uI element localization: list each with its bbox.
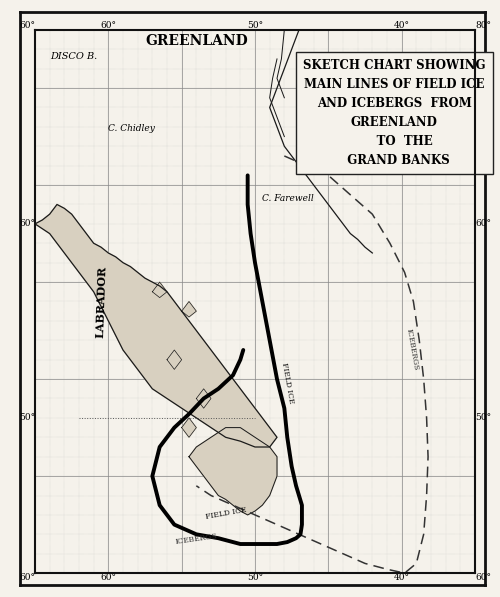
Polygon shape (152, 282, 167, 298)
Text: 60°: 60° (100, 573, 116, 582)
Text: SKETCH CHART SHOWING
MAIN LINES OF FIELD ICE
AND ICEBERGS  FROM
GREENLAND
     T: SKETCH CHART SHOWING MAIN LINES OF FIELD… (303, 59, 486, 167)
Text: 60°: 60° (475, 219, 491, 229)
Polygon shape (196, 389, 211, 408)
Text: 60°: 60° (19, 219, 35, 229)
Text: 60°: 60° (19, 21, 35, 30)
Text: 60°: 60° (475, 573, 491, 582)
Text: LABRADOR: LABRADOR (94, 265, 108, 338)
Text: 60°: 60° (19, 573, 35, 582)
Text: 50°: 50° (19, 413, 35, 423)
Polygon shape (189, 427, 277, 515)
Text: ICEBERGS: ICEBERGS (175, 532, 218, 546)
Text: C. Farewell: C. Farewell (262, 193, 314, 202)
Text: 40°: 40° (394, 573, 409, 582)
Text: 50°: 50° (475, 413, 491, 423)
Text: 50°: 50° (247, 573, 263, 582)
Polygon shape (35, 204, 277, 447)
Text: 50°: 50° (247, 21, 263, 30)
Text: 80°: 80° (475, 21, 491, 30)
Text: FIELD ICE: FIELD ICE (280, 362, 295, 404)
Text: 60°: 60° (100, 21, 116, 30)
Text: C. Chidley: C. Chidley (108, 124, 155, 133)
Polygon shape (182, 301, 196, 317)
Text: 40°: 40° (394, 21, 409, 30)
Text: FIELD ICE: FIELD ICE (204, 506, 247, 521)
Polygon shape (167, 350, 182, 370)
Polygon shape (182, 418, 196, 437)
Text: GREENLAND: GREENLAND (145, 35, 248, 48)
Text: ICEBERGS: ICEBERGS (404, 328, 419, 371)
Text: DISCO B.: DISCO B. (50, 52, 97, 61)
